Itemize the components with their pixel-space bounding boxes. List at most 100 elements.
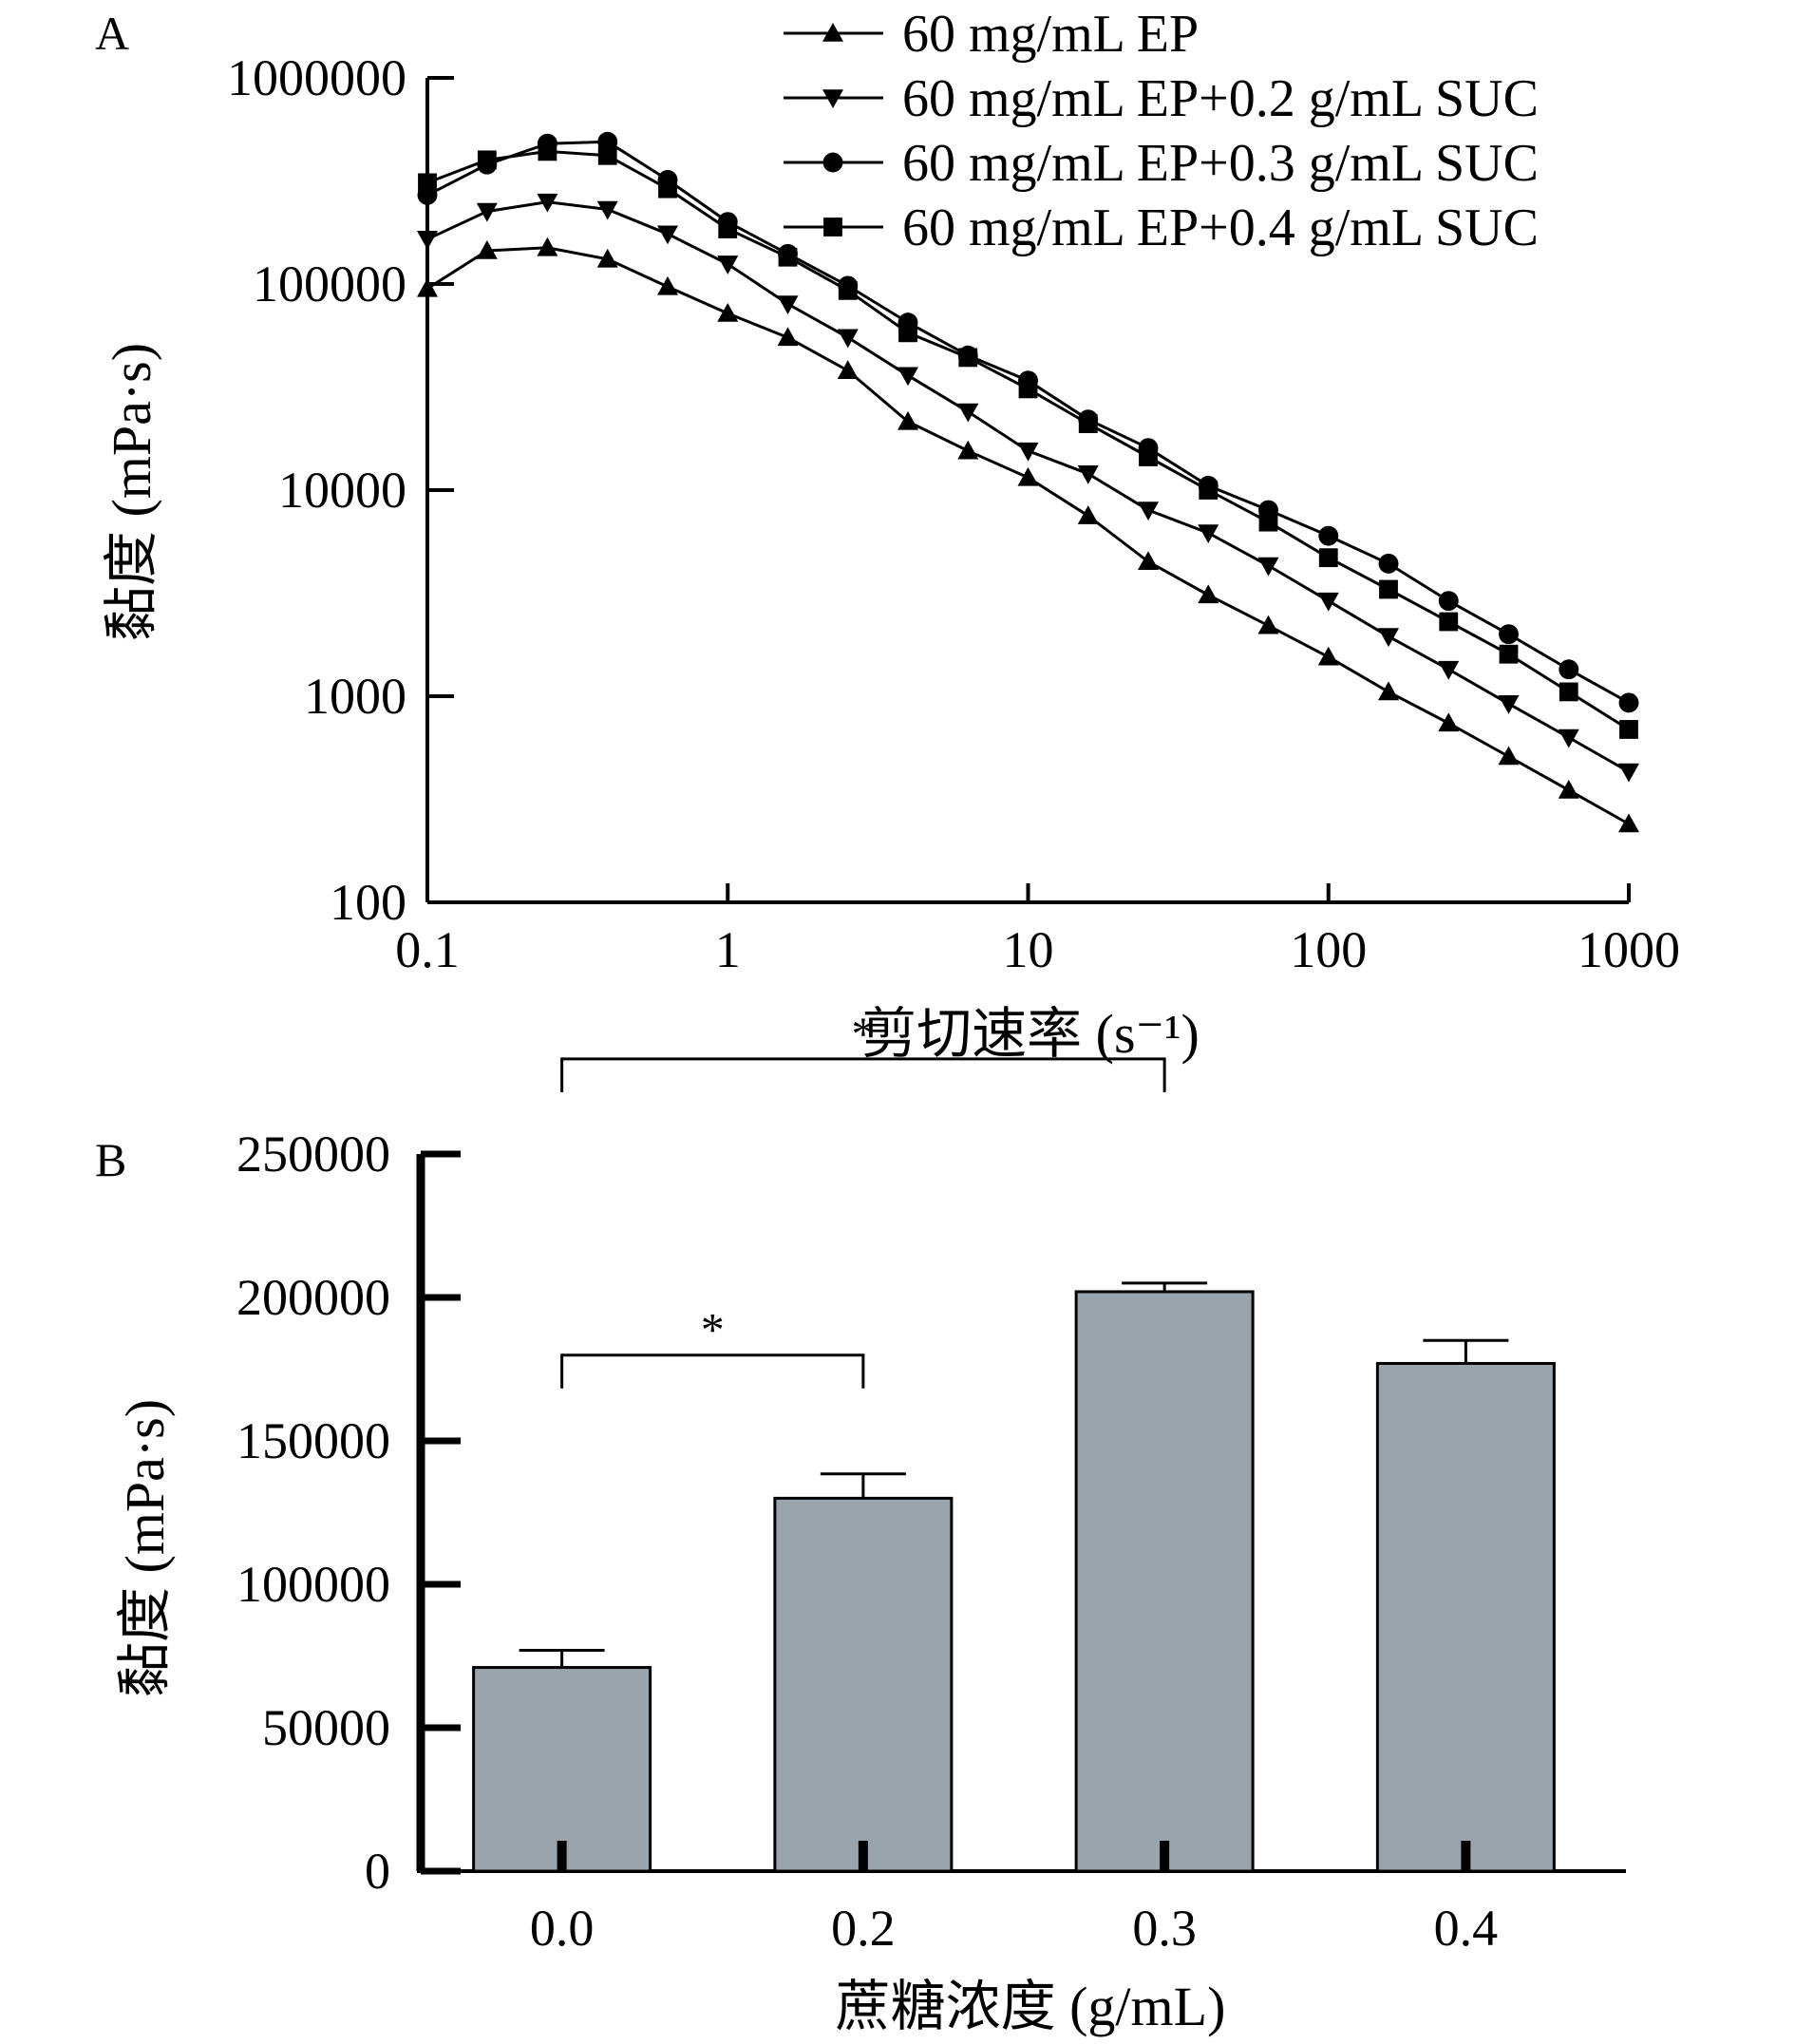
panel-b-significance-group: **	[560, 1007, 1166, 1389]
panel-a-legend-marker	[822, 152, 843, 173]
panel-a-data-point	[1378, 628, 1400, 648]
panel-a-legend-marker	[822, 89, 843, 108]
panel-b-x-tick-label: 0.0	[530, 1900, 595, 1957]
panel-a-data-point	[1559, 659, 1579, 680]
panel-b-significance-2: *	[560, 1007, 1166, 1092]
panel-a-data-point	[418, 173, 437, 193]
panel-b-y-tick-label: 50000	[262, 1699, 390, 1756]
panel-a-y-tick-label: 100	[330, 874, 406, 931]
panel-a-legend-label: 60 mg/mL EP+0.2 g/mL SUC	[902, 69, 1539, 128]
panel-a-data-point	[596, 248, 618, 268]
panel-a-data-point	[777, 295, 799, 315]
panel-a-data-point	[658, 179, 677, 199]
panel-a-y-tick-label: 100000	[253, 256, 406, 312]
panel-a-data-point	[1378, 681, 1400, 701]
panel-a-series-line	[426, 246, 1630, 825]
panel-a-legend-entry-2: 60 mg/mL EP+0.2 g/mL SUC	[784, 69, 1539, 128]
panel-b-significance-bracket	[560, 1057, 1166, 1092]
panel-a-legend-entry-1: 60 mg/mL EP	[784, 5, 1199, 64]
panel-a-legend-marker	[822, 23, 843, 42]
panel-a-x-tick-label: 100	[1290, 921, 1367, 978]
panel-a-data-point	[657, 275, 679, 295]
panel-a-legend-entry-4: 60 mg/mL EP+0.4 g/mL SUC	[784, 199, 1539, 257]
panel-b-bar	[472, 1666, 652, 1873]
panel-a-data-point	[1198, 584, 1219, 604]
panel-a-series-1	[417, 237, 1639, 833]
panel-a-data-point	[1138, 502, 1160, 521]
panel-a-data-point	[717, 302, 739, 322]
panel-a-y-tick-label: 1000	[304, 668, 406, 725]
panel-a-data-point	[477, 150, 497, 170]
panel-b-bar-group-1: 0.0	[472, 1648, 652, 1957]
panel-a-data-point	[777, 327, 799, 347]
panel-a-data-point	[1559, 682, 1578, 702]
panel-a-data-point	[596, 200, 618, 220]
panel-a-data-point	[1018, 379, 1038, 399]
panel-a-data-point	[1198, 524, 1219, 544]
panel-a-data-point	[957, 403, 979, 423]
panel-a-data-point	[417, 231, 438, 250]
panel-a-series-4	[418, 142, 1638, 739]
panel-a-data-point	[778, 247, 798, 267]
panel-a-data-point	[1199, 481, 1219, 500]
panel-a-data-point	[1257, 615, 1279, 634]
panel-a-axes: 0.1 1 10 100 1000 100 1000 10000 100000 1000000	[227, 49, 1680, 978]
panel-b-y-tick-label: 0	[365, 1843, 390, 1900]
panel-a-legend-label: 60 mg/mL EP+0.3 g/mL SUC	[902, 134, 1539, 193]
panel-a-y-axis-title: 黏度 (mPa·s)	[101, 343, 162, 641]
panel-a-data-point	[417, 277, 438, 297]
panel-a-data-point	[476, 239, 498, 259]
panel-a-data-point	[1499, 624, 1519, 645]
panel-a-legend-label: 60 mg/mL EP	[902, 5, 1199, 64]
panel-b-bar-group-4: 0.4	[1375, 1338, 1556, 1957]
panel-a-data-point	[1558, 779, 1579, 799]
panel-b-bar-group-3: 0.3	[1074, 1281, 1255, 1957]
panel-a-data-point	[898, 323, 917, 343]
panel-a-series-group	[417, 131, 1639, 833]
panel-a-data-point	[1438, 660, 1460, 680]
panel-a-data-point	[1618, 692, 1639, 713]
panel-a-data-point	[1017, 442, 1039, 462]
panel-a-y-tick-label: 1000000	[227, 49, 406, 106]
panel-a-data-point	[537, 193, 558, 213]
panel-a-data-point	[837, 329, 859, 349]
panel-b-bar	[773, 1496, 954, 1873]
panel-a-data-point	[1138, 551, 1160, 571]
panel-a-label: A	[95, 7, 129, 60]
panel-b-bar-group-2: 0.2	[773, 1472, 954, 1957]
panel-a-data-point	[1077, 505, 1099, 524]
panel-b-bar	[1074, 1290, 1255, 1873]
panel-a-data-point	[717, 256, 739, 274]
panel-b-bar	[1375, 1361, 1556, 1873]
panel-a-data-point	[1439, 612, 1459, 632]
panel-b-significance-label: *	[701, 1303, 725, 1356]
panel-b-y-tick-label: 100000	[236, 1556, 390, 1613]
panel-a-data-point	[476, 202, 498, 222]
panel-b-x-tick-label: 0.3	[1132, 1900, 1197, 1957]
panel-a-y-tick-label: 10000	[278, 462, 406, 519]
panel-a-data-point	[897, 367, 918, 387]
panel-a-data-point	[897, 410, 918, 430]
panel-a-data-point	[1618, 763, 1639, 783]
panel-a-series-2	[417, 193, 1639, 783]
panel-b-x-tick-label: 0.2	[831, 1900, 896, 1957]
panel-a-x-tick-label: 10	[1003, 921, 1054, 978]
panel-a-data-point	[1317, 646, 1339, 666]
panel-a-data-point	[1017, 466, 1039, 486]
panel-b-label: B	[95, 1133, 126, 1186]
panel-a-x-tick-label: 1	[715, 921, 741, 978]
panel-a-x-tick-label: 1000	[1578, 921, 1680, 978]
panel-a-data-point	[958, 348, 978, 368]
panel-b-x-tick-label: 0.4	[1434, 1900, 1499, 1957]
panel-a-data-point	[1318, 548, 1338, 568]
panel-a-data-point	[1438, 591, 1459, 612]
panel-b-x-axis-title: 蔗糖浓度 (g/mL)	[836, 1976, 1226, 2037]
panel-a-data-point	[1498, 746, 1520, 766]
panel-a-data-point	[957, 440, 979, 460]
panel-b-y-axis-title: 黏度 (mPa·s)	[114, 1399, 176, 1697]
panel-a-data-point	[597, 145, 617, 165]
panel-b-y-tick-label: 150000	[236, 1412, 390, 1469]
panel-a-data-point	[1077, 465, 1099, 484]
